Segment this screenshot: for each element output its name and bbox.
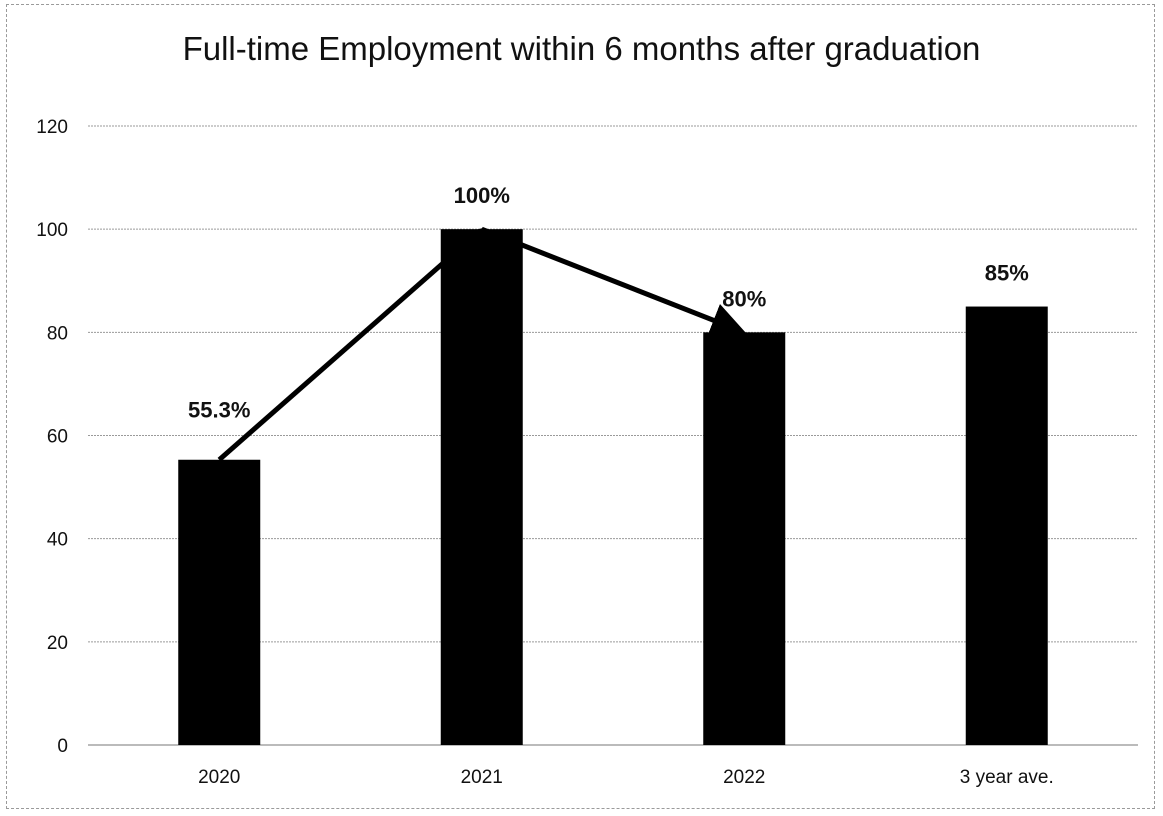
x-tick-label: 2021 — [461, 767, 503, 788]
trend-arrows — [217, 226, 747, 462]
y-tick-label: 80 — [47, 323, 68, 344]
y-tick-label: 60 — [47, 427, 68, 448]
data-label: 100% — [454, 183, 510, 208]
y-tick-label: 40 — [47, 530, 68, 551]
bar — [703, 332, 786, 745]
x-tick-label: 2020 — [198, 767, 240, 788]
trend-arrow — [480, 226, 747, 337]
x-tick-label: 3 year ave. — [960, 767, 1054, 788]
data-label: 85% — [985, 261, 1029, 286]
x-tick-label: 2022 — [723, 767, 765, 788]
trend-arrow — [217, 227, 484, 462]
bar — [178, 459, 261, 745]
x-axis-ticks: 2020 2021 2022 3 year ave. — [198, 767, 1054, 788]
data-label: 80% — [722, 286, 766, 311]
y-tick-label: 100 — [36, 220, 68, 241]
y-tick-label: 0 — [57, 736, 68, 757]
data-label: 55.3% — [188, 398, 250, 423]
y-tick-label: 120 — [36, 117, 68, 138]
data-labels: 55.3% 100% 80% 85% — [188, 183, 1029, 423]
chart-title: Full-time Employment within 6 months aft… — [182, 30, 981, 67]
chart-frame — [6, 4, 1155, 809]
bar — [440, 229, 523, 745]
y-tick-label: 20 — [47, 633, 68, 654]
bar — [965, 306, 1048, 745]
gridlines — [88, 125, 1138, 746]
bars — [178, 229, 1048, 745]
y-axis-ticks: 0 20 40 60 80 100 120 — [36, 117, 68, 757]
